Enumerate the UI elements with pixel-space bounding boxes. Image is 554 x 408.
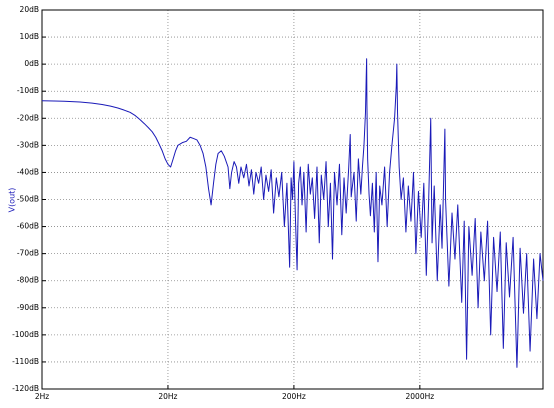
y-tick-label: -120dB [12, 384, 39, 393]
y-tick-label: -50dB [17, 195, 39, 204]
y-tick-label: -10dB [17, 86, 39, 95]
y-tick-label: -80dB [17, 276, 39, 285]
y-tick-label: -110dB [12, 357, 39, 366]
y-tick-label: -90dB [17, 303, 39, 312]
y-tick-label: -30dB [17, 140, 39, 149]
plot-frame [41, 9, 544, 390]
x-tick-label: 2000Hz [406, 392, 435, 401]
y-tick-label: 0dB [24, 59, 39, 68]
y-tick-label: -40dB [17, 167, 39, 176]
x-tick-label: 2Hz [35, 392, 49, 401]
y-tick-label: -20dB [17, 113, 39, 122]
data-line [41, 58, 544, 368]
y-tick-label: -60dB [17, 222, 39, 231]
y-tick-label: 20dB [20, 5, 39, 14]
y-tick-label: -100dB [12, 330, 39, 339]
x-tick-label: 20Hz [158, 392, 177, 401]
y-tick-label: 10dB [20, 32, 39, 41]
x-tick-label: 200Hz [282, 392, 306, 401]
y-tick-label: -70dB [17, 249, 39, 258]
y-axis-label: V(out) [8, 188, 17, 213]
